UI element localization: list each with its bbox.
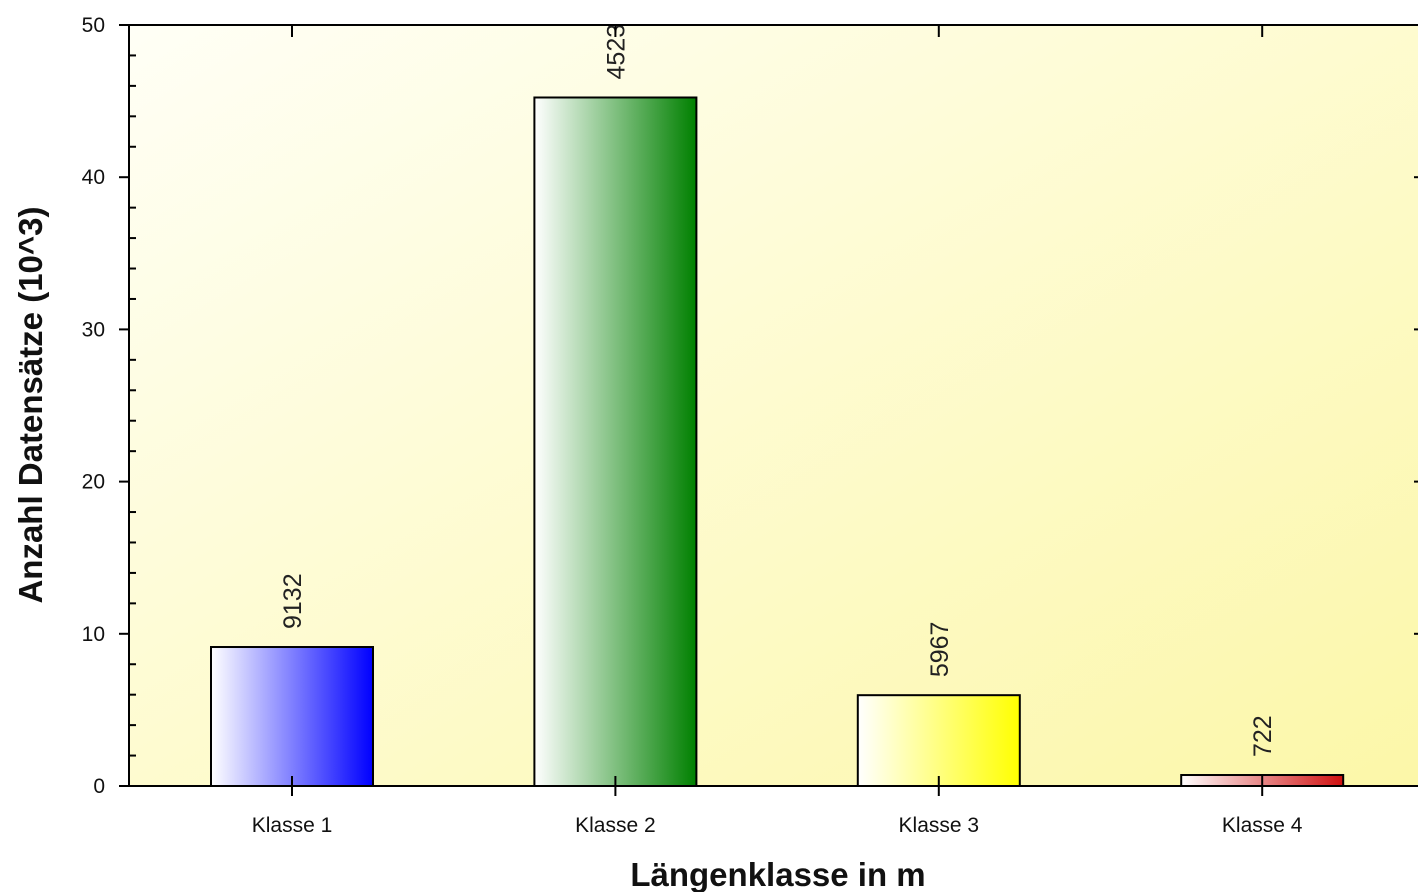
data-label-4: 722 <box>1249 715 1277 757</box>
y-tick-label: 10 <box>82 623 105 646</box>
y-tick-label: 0 <box>93 775 105 798</box>
y-axis-title: Anzahl Datensätze (10^3) <box>12 206 49 603</box>
bar-3 <box>856 694 1021 787</box>
bar-1 <box>210 646 374 788</box>
bar-2 <box>533 96 698 787</box>
y-tick-label: 20 <box>82 471 105 494</box>
y-tick-label: 40 <box>82 166 105 189</box>
x-tick-label-2: Klasse 2 <box>575 814 656 837</box>
x-tick-label-3: Klasse 3 <box>899 814 980 837</box>
y-tick-label: 30 <box>82 318 105 341</box>
data-label-1: 9132 <box>279 573 307 629</box>
data-label-3: 5967 <box>926 622 954 678</box>
x-tick-label-1: Klasse 1 <box>252 814 333 837</box>
x-axis-title: Längenklasse in m <box>630 856 925 892</box>
y-tick-label: 50 <box>82 14 105 37</box>
x-tick-label-4: Klasse 4 <box>1222 814 1303 837</box>
